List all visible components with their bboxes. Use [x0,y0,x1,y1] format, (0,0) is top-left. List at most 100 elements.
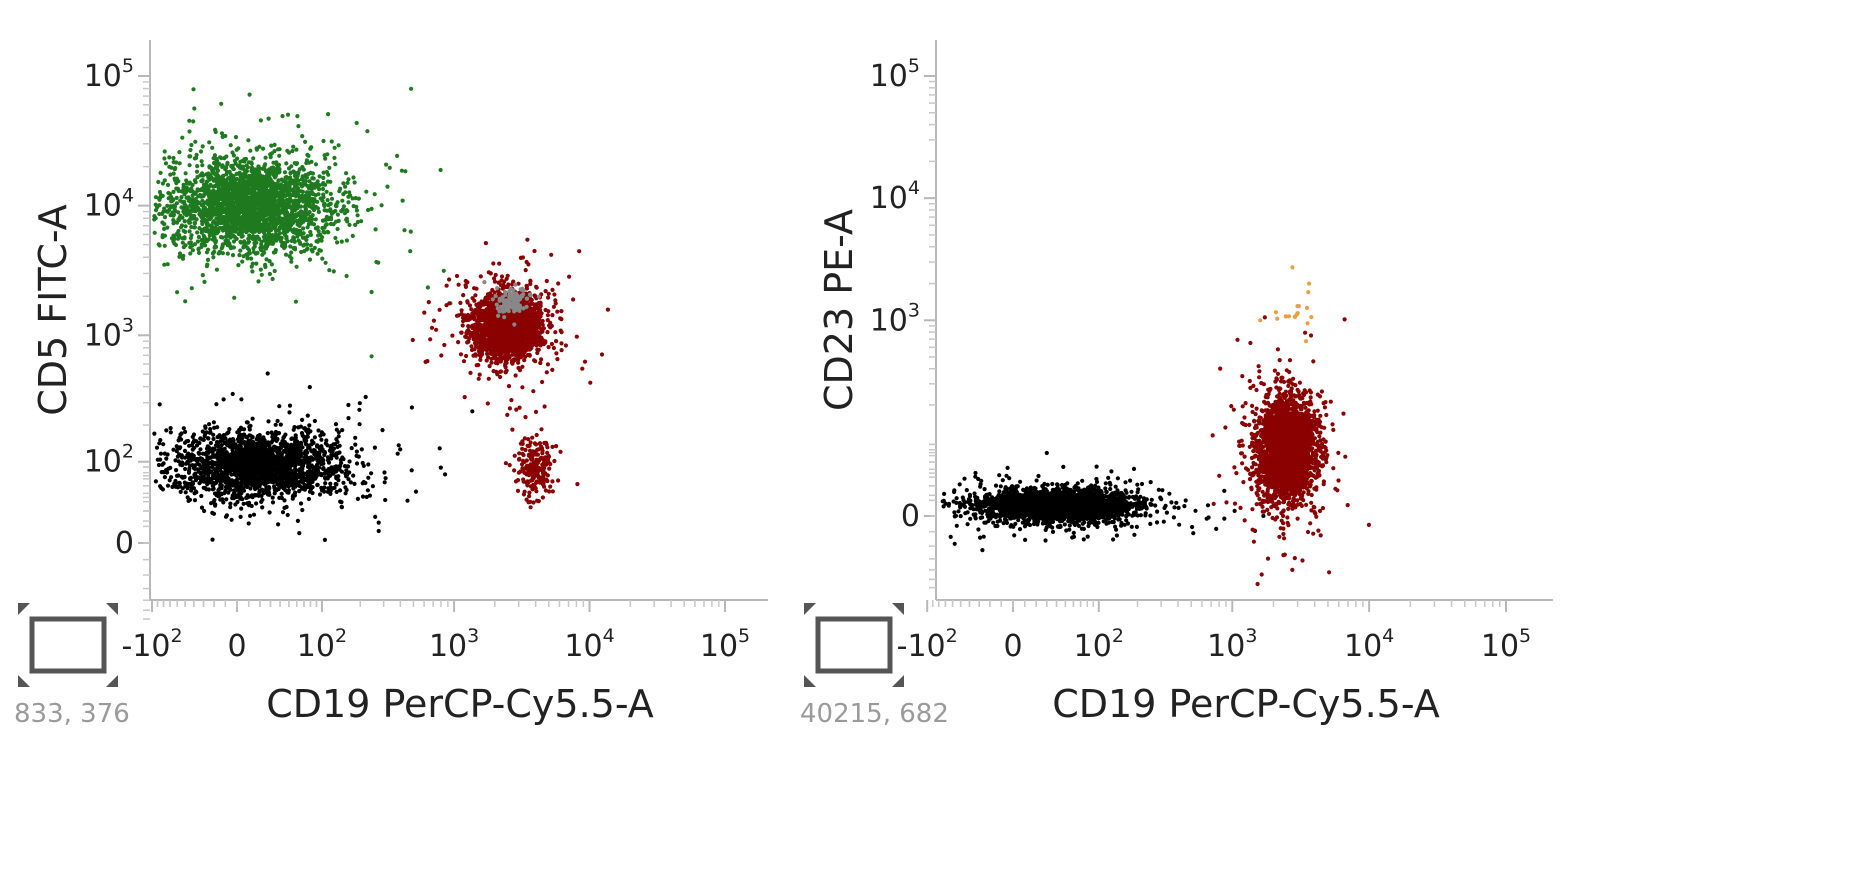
event-dot [273,432,278,437]
event-dot [235,463,240,468]
event-dot [182,219,187,224]
event-dot [164,428,169,433]
event-dot [260,480,265,486]
event-dot [260,497,265,502]
event-dot [205,179,210,184]
event-dot [207,140,212,145]
event-dot [239,448,244,453]
event-dot [321,138,326,144]
event-dot [183,490,188,495]
event-dot [265,371,270,376]
event-dot [326,230,331,235]
event-dot [261,146,266,151]
event-dot [312,199,317,204]
event-dot [343,491,348,496]
event-dot [286,150,292,155]
event-dot [235,477,240,482]
event-dot [192,242,197,247]
event-dot [234,485,239,490]
event-dot [177,480,182,485]
event-dot [302,204,307,209]
event-dot [296,461,301,466]
event-dot [220,244,225,249]
event-dot [291,446,296,451]
event-dot [251,171,256,176]
event-dot [372,445,377,450]
event-dot [349,446,354,451]
event-dot [204,467,209,472]
event-dot [265,458,270,464]
event-dot [174,186,179,191]
event-dot [360,494,366,499]
event-dot [369,471,374,476]
event-dot [181,182,186,187]
event-dot [242,243,247,248]
event-dot [359,219,364,224]
event-dot [240,181,245,186]
event-dot [179,431,184,436]
event-dot [164,456,169,461]
event-dot [189,286,194,291]
event-dot [317,174,322,179]
event-dot [177,150,182,155]
event-dot [160,220,165,225]
event-dot [325,476,330,481]
event-dot [341,204,346,209]
event-dot [211,480,216,485]
event-dot [258,118,263,123]
event-dot [292,473,297,478]
event-dot [191,119,196,124]
event-dot [346,402,351,408]
event-dot [364,189,369,194]
event-dot [253,459,258,464]
event-dot [193,197,198,202]
event-dot [329,139,334,144]
event-dot [269,143,274,148]
event-dot [252,210,257,215]
event-dot [351,175,356,180]
event-dot [176,217,181,222]
event-dot [227,486,232,491]
event-dot [185,495,190,500]
event-dot [300,465,305,470]
event-dot [312,418,317,424]
event-dot [162,451,167,456]
event-dot [186,454,191,459]
event-dot [192,178,198,183]
event-dot [232,295,237,300]
event-dot [398,447,403,452]
event-dot [307,445,312,451]
event-dot [307,385,312,390]
event-dot [344,238,349,243]
event-dot [220,164,225,169]
event-dot [257,203,262,209]
event-dot [190,248,195,253]
event-dot [307,179,312,184]
event-dot [195,230,200,235]
event-dot [163,161,169,166]
event-dot [359,447,364,452]
event-dot [188,198,193,203]
event-dot [303,208,308,213]
event-dot [438,167,443,173]
event-dot [283,432,288,437]
event-dot [165,483,171,488]
event-dot [309,463,314,468]
event-dot [297,223,302,228]
event-dot [272,488,277,493]
event-dot [251,512,257,517]
event-dot [263,475,268,480]
event-dot [168,465,173,470]
event-dot [159,485,164,491]
event-dot [263,169,269,174]
event-dot [273,422,278,427]
event-dot [264,173,270,178]
event-dot [202,279,207,284]
event-dot [269,450,274,455]
event-dot [265,198,270,203]
event-dot [230,211,235,216]
event-dot [177,251,183,256]
event-dot [221,397,226,402]
event-dot [199,242,204,247]
event-dot [301,226,306,231]
